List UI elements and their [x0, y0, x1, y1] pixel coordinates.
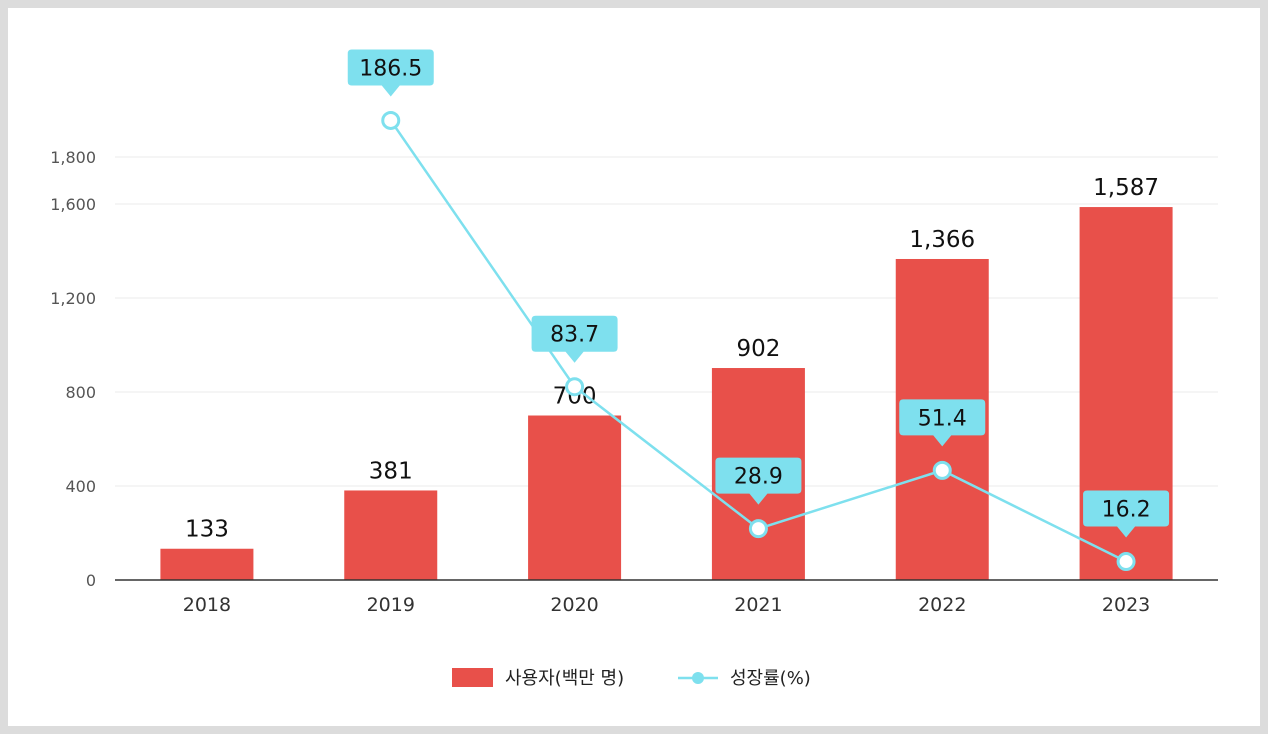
y-tick-label: 1,600	[50, 195, 96, 214]
x-axis-ticks: 2018 2019 2020 2021 2022 2023	[183, 594, 1151, 616]
bar-value-label: 902	[736, 336, 780, 362]
x-tick-label: 2023	[1102, 594, 1150, 616]
value-callout	[1083, 490, 1170, 538]
bar-value-label: 381	[369, 458, 413, 484]
y-tick-label: 1,200	[50, 289, 96, 308]
line-point	[748, 519, 768, 539]
legend-label-line: 성장률(%)	[730, 668, 811, 689]
line-point	[565, 377, 585, 397]
bar-value-label: 1,587	[1093, 175, 1159, 201]
value-callout	[715, 457, 802, 505]
value-callout	[899, 399, 986, 447]
value-callout	[347, 49, 434, 97]
bar-value-label: 133	[185, 517, 229, 543]
y-tick-label: 800	[65, 383, 96, 402]
x-tick-label: 2020	[550, 594, 598, 616]
bar-series	[160, 207, 1173, 580]
line-point	[932, 460, 952, 480]
grid-lines	[115, 156, 1218, 487]
x-tick-label: 2019	[367, 594, 415, 616]
y-tick-label: 1,800	[50, 148, 96, 167]
line-value-label: 83.7	[550, 323, 599, 348]
y-axis-ticks: 0 400 800 1,200 1,600 1,800	[50, 148, 96, 590]
legend: 사용자(백만 명) 성장률(%)	[452, 668, 811, 689]
bar	[344, 490, 438, 580]
bar	[528, 415, 622, 580]
line-point	[381, 110, 401, 130]
legend-label-bar: 사용자(백만 명)	[505, 668, 624, 689]
line-point	[1116, 552, 1136, 572]
line-value-label: 28.9	[734, 465, 783, 490]
line-value-label: 51.4	[918, 406, 967, 431]
bar-value-label: 1,366	[909, 227, 975, 253]
y-tick-label: 400	[65, 477, 96, 496]
x-tick-label: 2018	[183, 594, 231, 616]
x-tick-label: 2022	[918, 594, 966, 616]
legend-swatch-marker	[692, 672, 704, 684]
legend-swatch-bar	[452, 668, 493, 687]
y-tick-label: 0	[86, 571, 96, 590]
line-value-label: 16.2	[1102, 498, 1151, 523]
value-callout	[531, 315, 618, 363]
bar	[160, 548, 254, 580]
line-series	[381, 110, 1136, 572]
x-tick-label: 2021	[734, 594, 782, 616]
line-value-label: 186.5	[359, 56, 422, 81]
line-value-labels: 186.5 83.7 28.9 51.4 16.2	[347, 49, 1170, 538]
